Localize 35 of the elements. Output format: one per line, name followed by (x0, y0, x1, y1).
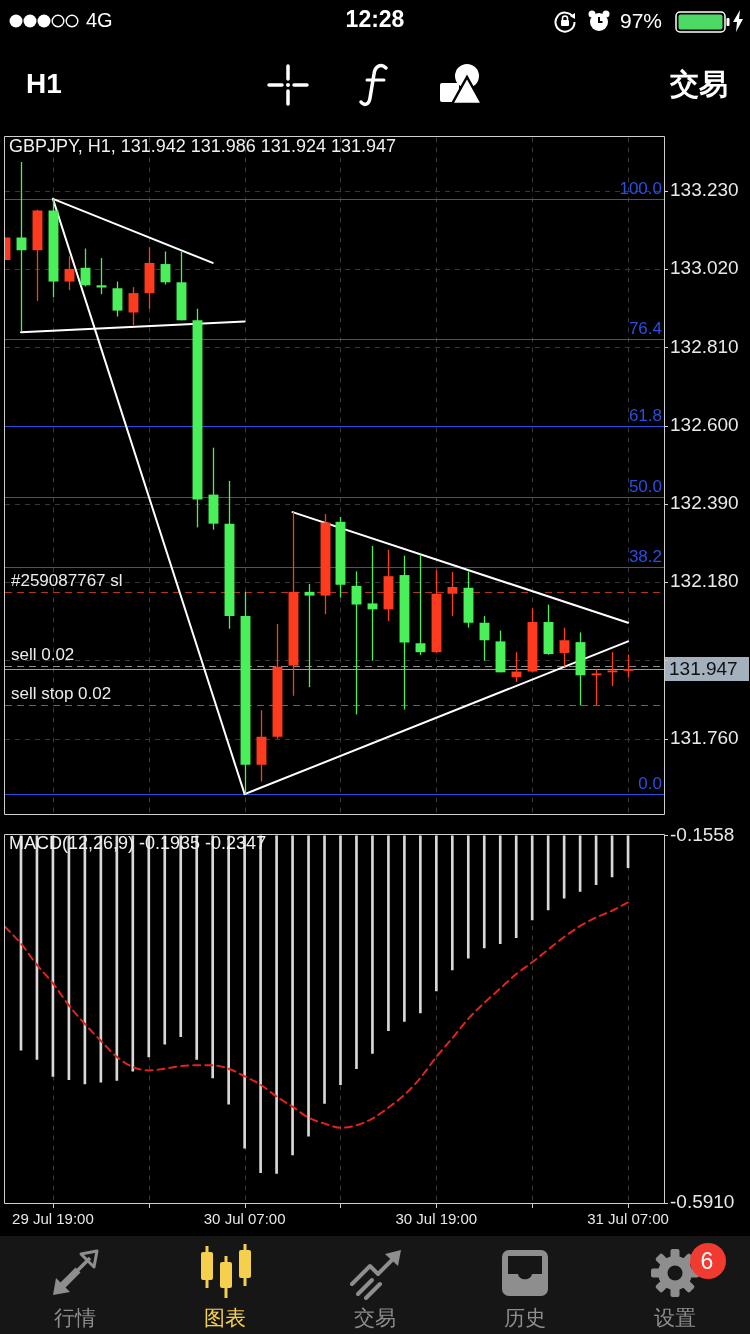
chart-title: GBPJPY, H1, 131.942 131.986 131.924 131.947 (9, 136, 396, 156)
text: 12:28 (345, 6, 405, 32)
text: 交易 (670, 68, 728, 100)
y-tick-label: 132.180 (670, 570, 739, 592)
y-tick-label: 133.230 (670, 179, 739, 201)
x-tick-label: 30 Jul 07:00 (203, 1210, 286, 1228)
ref-line-label: 76.4 (628, 319, 662, 339)
ref-line-label: sell 0.02 (11, 644, 75, 664)
ref-line-label: 61.8 (628, 406, 662, 426)
x-tick-label: 31 Jul 07:00 (587, 1210, 669, 1228)
ref-line-label: #259087767 sl (11, 570, 123, 590)
y-tick-label: -0.1558 (670, 823, 735, 845)
ref-line-label: 50.0 (628, 476, 662, 496)
y-tick-label: 133.020 (670, 257, 739, 279)
ref-line-label: 38.2 (628, 546, 662, 566)
x-tick-label: 30 Jul 19:00 (395, 1210, 478, 1228)
text: 4G (86, 9, 113, 31)
y-tick-label: 131.760 (670, 726, 739, 748)
text: 97% (620, 9, 663, 32)
text: 交易 (354, 1306, 396, 1329)
x-tick-label: 29 Jul 19:00 (12, 1210, 94, 1228)
text: 设置 (654, 1306, 696, 1329)
text: H1 (26, 68, 62, 99)
text: 6 (700, 1248, 714, 1274)
y-tick-label: -0.5910 (670, 1191, 735, 1213)
text: 历史 (504, 1306, 546, 1329)
text: 图表 (204, 1306, 246, 1329)
ref-line-label: 100.0 (619, 178, 662, 198)
ref-line-label: sell stop 0.02 (11, 684, 112, 704)
y-tick-label: 132.390 (670, 492, 739, 514)
ref-line-label: 131.947 (669, 658, 738, 680)
y-tick-label: 132.810 (670, 335, 739, 357)
y-tick-label: 132.600 (670, 413, 739, 435)
text: 行情 (54, 1306, 96, 1329)
ref-line-label: 0.0 (638, 774, 662, 794)
